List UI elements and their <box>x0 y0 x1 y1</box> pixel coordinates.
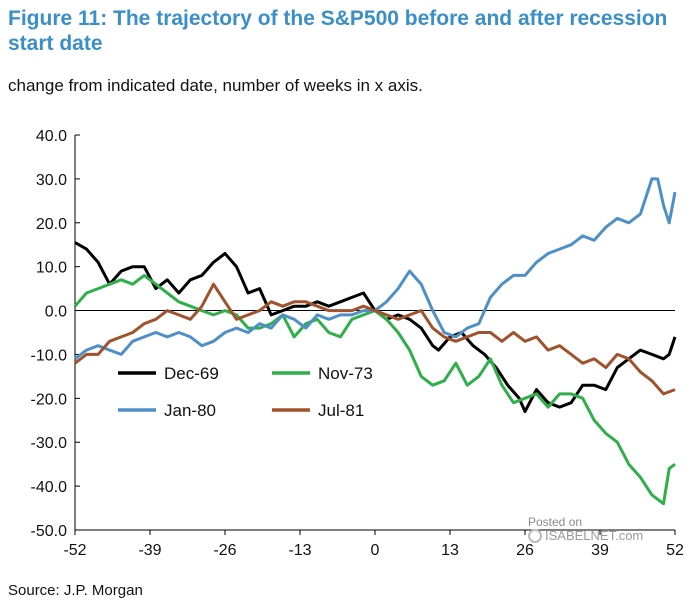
x-tick-label: 26 <box>516 542 534 559</box>
x-tick-label: -52 <box>63 542 86 559</box>
axes <box>74 135 675 531</box>
y-tick-label: -50.0 <box>31 523 68 540</box>
y-axis-ticks: 40.0 30.0 20.0 10.0 0.0 -10.0 -20.0 -30.0 -40.0 -… <box>31 128 80 540</box>
watermark-brand: ISABELNET.com <box>545 528 644 543</box>
legend-label: Nov-73 <box>318 364 373 383</box>
isabelnet-logo-icon <box>528 529 542 543</box>
y-tick-label: 0.0 <box>45 304 67 321</box>
legend: Dec-69 Nov-73 Jan-80 Jul-81 <box>118 364 373 420</box>
series-line-nov-73 <box>73 273 676 506</box>
legend-label: Jul-81 <box>318 401 364 420</box>
x-tick-label: 13 <box>441 542 459 559</box>
chart-title: Figure 11: The trajectory of the S&P500 … <box>8 7 668 55</box>
x-tick-label: -26 <box>213 542 236 559</box>
series-lines <box>73 177 677 506</box>
y-tick-label: -40.0 <box>31 479 68 496</box>
x-tick-label: -13 <box>288 542 311 559</box>
series-line-jul-81 <box>74 282 676 396</box>
x-tick-label: 52 <box>666 542 684 559</box>
x-tick-label: 0 <box>371 542 380 559</box>
chart-subtitle: change from indicated date, number of we… <box>8 76 423 95</box>
watermark: Posted on ISABELNET.com <box>528 515 643 543</box>
series-line-jan-80 <box>74 177 677 360</box>
x-tick-label: 39 <box>591 542 609 559</box>
y-tick-label: 40.0 <box>36 128 67 145</box>
y-tick-label: -30.0 <box>31 435 68 452</box>
legend-label: Dec-69 <box>164 364 219 383</box>
line-chart: 40.0 30.0 20.0 10.0 0.0 -10.0 -20.0 -30.0 -40.0 -… <box>31 128 684 559</box>
series-line-dec-69 <box>74 241 677 413</box>
y-tick-label: -10.0 <box>31 347 68 364</box>
source-note: Source: J.P. Morgan <box>8 582 143 599</box>
y-tick-label: 20.0 <box>36 216 67 233</box>
y-tick-label: -20.0 <box>31 391 68 408</box>
y-tick-label: 10.0 <box>36 260 67 277</box>
watermark-posted: Posted on <box>528 515 583 529</box>
x-tick-label: -39 <box>138 542 161 559</box>
x-axis-ticks: -52 -39 -26 -13 0 13 26 39 52 <box>63 530 684 559</box>
y-tick-label: 30.0 <box>36 172 67 189</box>
legend-label: Jan-80 <box>164 401 216 420</box>
